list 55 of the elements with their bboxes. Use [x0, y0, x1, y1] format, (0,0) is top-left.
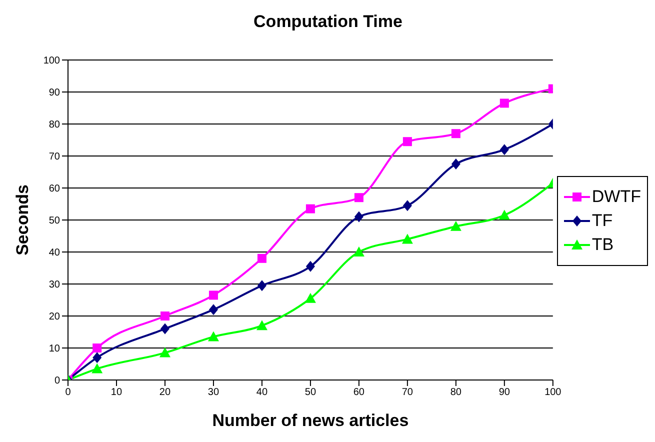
point: [92, 344, 102, 352]
point: [402, 234, 413, 244]
x-tick-label: 30: [208, 387, 220, 398]
y-tick-label: 100: [43, 56, 60, 67]
point: [306, 260, 315, 272]
point: [208, 290, 218, 300]
point: [402, 200, 412, 212]
legend-label: TF: [592, 211, 613, 231]
point: [256, 320, 268, 330]
x-tick-label: 60: [353, 387, 365, 398]
point: [92, 352, 102, 364]
y-tick-label: 40: [48, 248, 60, 259]
y-tick-label: 50: [48, 216, 60, 227]
point: [208, 331, 219, 342]
point: [354, 211, 364, 222]
y-tick-label: 20: [48, 312, 60, 323]
chart-title: Computation Time: [252, 12, 404, 32]
y-axis-title: Seconds: [13, 184, 32, 256]
y-tick-label: 10: [48, 344, 60, 355]
y-tick-label: 90: [48, 88, 60, 99]
point: [304, 292, 316, 303]
x-tick-label: 70: [402, 387, 414, 398]
y-tick-label: 70: [48, 152, 60, 163]
x-tick-label: 20: [159, 387, 171, 398]
point: [92, 363, 103, 374]
x-axis-title: Number of news articles: [212, 411, 409, 430]
point: [159, 347, 170, 358]
point: [160, 312, 170, 320]
x-tick-label: 50: [304, 387, 316, 398]
point: [402, 137, 412, 146]
point: [208, 304, 218, 316]
point: [450, 220, 462, 231]
point: [257, 280, 266, 292]
x-tick-label: 90: [498, 387, 510, 398]
y-tick-label: 80: [48, 120, 60, 131]
point: [451, 129, 460, 138]
point: [500, 144, 509, 156]
x-tick-label: 0: [65, 387, 72, 398]
point: [306, 204, 315, 214]
legend-label: DWTF: [592, 187, 641, 207]
point: [498, 210, 510, 220]
point: [160, 323, 170, 334]
y-tick-label: 0: [54, 376, 60, 387]
x-tick-label: 10: [110, 387, 122, 398]
x-tick-label: 80: [450, 387, 462, 398]
point: [257, 254, 266, 263]
x-tick-label: 100: [544, 387, 562, 398]
y-tick-label: 30: [48, 280, 60, 291]
x-tick-label: 40: [256, 387, 268, 398]
point: [500, 98, 509, 108]
y-tick-label: 60: [48, 184, 60, 195]
point: [353, 246, 364, 256]
point: [451, 158, 460, 170]
point: [354, 193, 364, 202]
legend-label: TB: [592, 235, 614, 255]
